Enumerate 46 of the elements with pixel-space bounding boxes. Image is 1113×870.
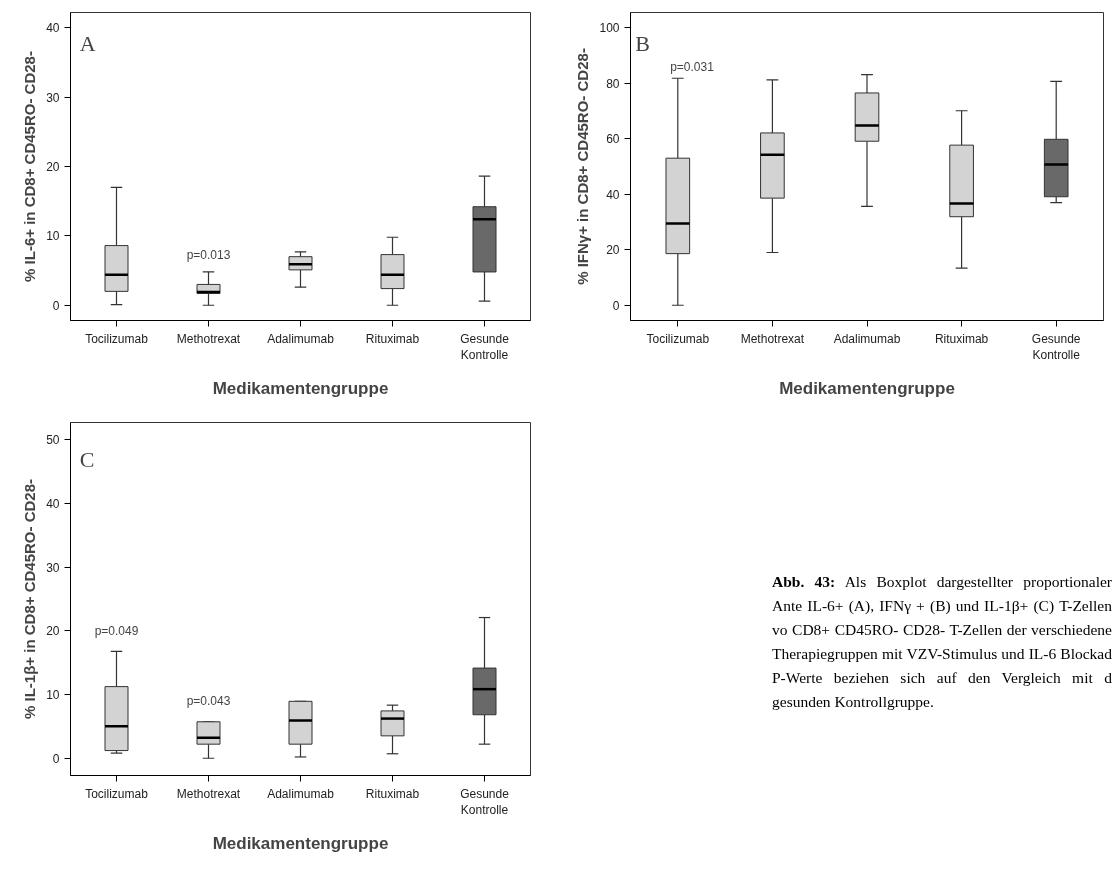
y-tick-label: 60 — [606, 132, 620, 147]
annotation: p=0.049 — [94, 623, 139, 638]
y-tick-label: 40 — [606, 187, 620, 202]
y-tick-label: 40 — [46, 21, 60, 36]
annotation: p=0.013 — [186, 247, 231, 262]
x-tick-label: Methotrexat — [740, 331, 805, 346]
x-tick-label: Gesunde Kontrolle — [1031, 331, 1081, 363]
y-tick-label: 30 — [46, 90, 60, 105]
x-tick-label: Rituximab — [365, 786, 420, 801]
y-tick-label: 10 — [46, 688, 60, 703]
x-tick-label: Methotrexat — [176, 786, 241, 801]
x-tick-label: Adalimumab — [833, 331, 901, 346]
annotation: p=0.043 — [186, 694, 231, 709]
x-tick-label: Rituximab — [934, 331, 989, 346]
y-tick-label: 20 — [46, 160, 60, 174]
x-axis-title: Medikamentengruppe — [779, 379, 955, 399]
y-tick-label: 20 — [606, 243, 620, 258]
y-axis-title: % IFNγ+ in CD8+ CD45RO- CD28- — [574, 48, 592, 285]
x-tick-label: Tocilizumab — [646, 331, 710, 346]
y-tick-label: 30 — [46, 560, 60, 575]
annotation: C — [79, 446, 95, 472]
y-tick-label: 0 — [52, 298, 60, 313]
y-tick-label: 0 — [612, 298, 620, 313]
y-tick-label: 40 — [46, 496, 60, 511]
caption: Abb. 43: — [772, 573, 836, 590]
annotation: A — [79, 30, 96, 56]
x-tick-label: Adalimumab — [267, 786, 335, 801]
y-axis-title: % IL-1β+ in CD8+ CD45RO- CD28- — [21, 478, 39, 720]
y-axis-title: % IL-6+ in CD8+ CD45RO- CD28- — [21, 51, 39, 282]
y-tick-label: 100 — [599, 21, 620, 36]
x-tick-label: Tocilizumab — [85, 786, 149, 801]
y-tick-label: 0 — [52, 752, 60, 767]
x-tick-label: Gesunde Kontrolle — [460, 331, 510, 363]
y-tick-label: 50 — [46, 432, 60, 447]
annotation: p=0.031 — [670, 60, 715, 75]
x-tick-label: Tocilizumab — [85, 331, 149, 346]
y-tick-label: 20 — [46, 624, 60, 639]
x-axis-title: Medikamentengruppe — [212, 834, 389, 854]
x-tick-label: Rituximab — [365, 331, 420, 346]
annotation: B — [635, 30, 650, 56]
y-tick-label: 80 — [606, 76, 620, 91]
x-tick-label: Methotrexat — [176, 331, 241, 346]
x-axis-title: Medikamentengruppe — [212, 379, 389, 399]
x-tick-label: Gesunde Kontrolle — [460, 786, 510, 818]
y-tick-label: 10 — [46, 229, 60, 244]
x-tick-label: Adalimumab — [267, 331, 335, 346]
